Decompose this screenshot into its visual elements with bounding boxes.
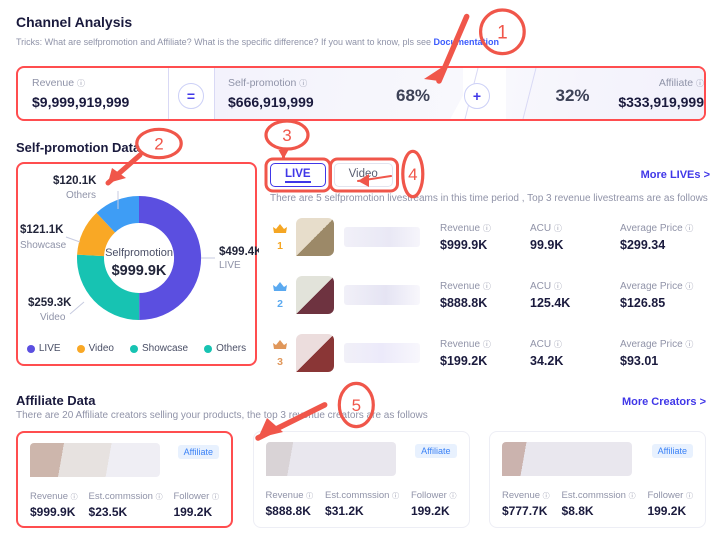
svg-text:LIVE: LIVE xyxy=(219,260,241,271)
svg-text:$120.1K: $120.1K xyxy=(53,175,97,187)
svg-text:Video: Video xyxy=(40,312,66,323)
svg-text:$999.9K: $999.9K xyxy=(112,263,167,279)
svg-text:$259.3K: $259.3K xyxy=(28,297,72,309)
svg-text:Selfpromotion: Selfpromotion xyxy=(105,247,173,259)
svg-text:Others: Others xyxy=(66,190,96,201)
svg-text:Showcase: Showcase xyxy=(20,240,67,251)
svg-text:$499.4K: $499.4K xyxy=(219,246,259,258)
svg-text:$121.1K: $121.1K xyxy=(20,224,64,236)
